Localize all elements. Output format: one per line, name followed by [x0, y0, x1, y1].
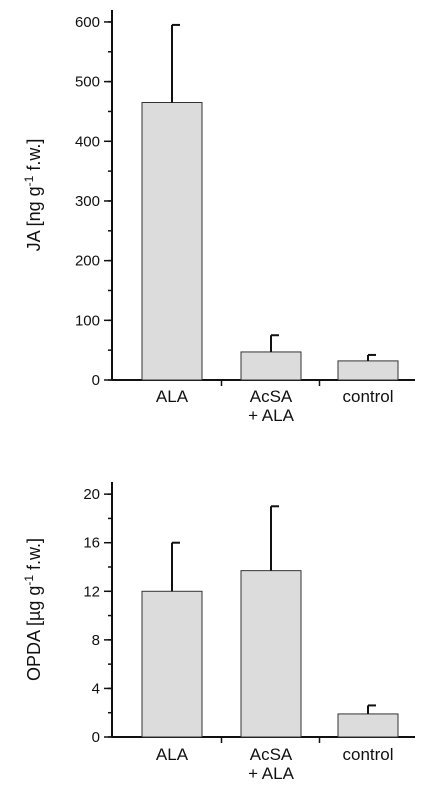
- y-tick-label: 600: [75, 14, 100, 31]
- bar: [240, 351, 302, 381]
- x-tick-label: ALA: [156, 745, 189, 764]
- chart-2: 0 4 8 12 16 20 ALA AcSA+ ALA control OPDA [µg g-1…: [22, 482, 415, 783]
- bar: [337, 360, 399, 381]
- y-tick-label: 0: [92, 729, 100, 746]
- bar: [141, 590, 203, 738]
- x-tick-label: ALA: [156, 387, 189, 406]
- bar: [240, 570, 302, 738]
- y-tick-label: 500: [75, 74, 100, 91]
- y-tick-label: 8: [92, 632, 100, 649]
- x-tick-label: + ALA: [248, 764, 295, 783]
- x-tick-label: AcSA: [250, 745, 293, 764]
- x-tick-label: control: [342, 745, 393, 764]
- y-tick-label: 20: [83, 486, 100, 503]
- y-axis-title: OPDA [µg g-1 f.w.]: [22, 538, 44, 681]
- y-tick-label: 100: [75, 312, 100, 329]
- x-tick-label: control: [342, 387, 393, 406]
- y-tick-label: 4: [92, 680, 100, 697]
- y-tick-label: 16: [83, 535, 100, 552]
- y-tick-label: 200: [75, 253, 100, 270]
- x-tick-label: AcSA: [250, 387, 293, 406]
- y-tick-label: 400: [75, 133, 100, 150]
- y-tick-label: 300: [75, 193, 100, 210]
- y-tick-label: 0: [92, 372, 100, 389]
- y-axis-title: JA [ng g-1 f.w.]: [22, 139, 44, 252]
- bar: [337, 713, 399, 738]
- bar: [141, 102, 203, 381]
- y-tick-label: 12: [83, 583, 100, 600]
- chart-1: 0 100 200 300 400 500 600 ALA AcSA+ ALA control JA…: [22, 10, 415, 425]
- x-tick-label: + ALA: [248, 406, 295, 425]
